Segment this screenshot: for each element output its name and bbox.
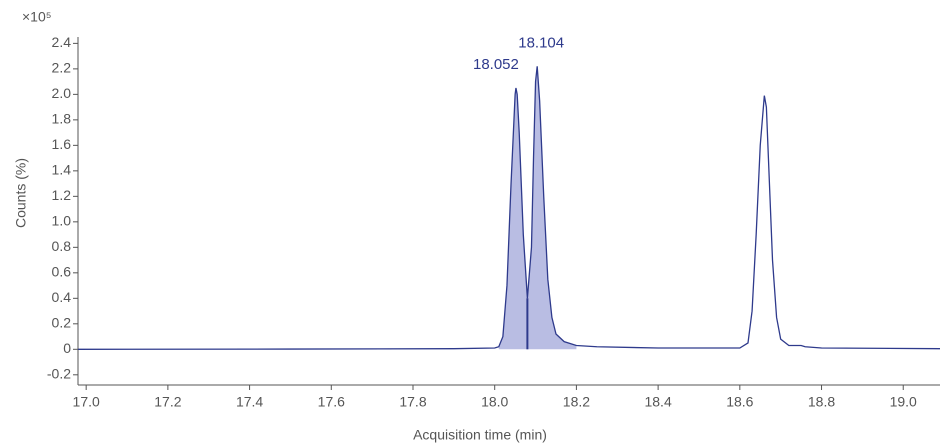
y-tick-label: 1.4	[52, 162, 72, 178]
integrated-area	[498, 66, 577, 350]
x-tick-label: 18.4	[644, 394, 671, 410]
peak-label: 18.052	[473, 56, 519, 73]
x-tick-label: 19.0	[890, 394, 917, 410]
y-tick-label: 0	[63, 340, 71, 356]
x-tick-label: 18.8	[808, 394, 835, 410]
x-tick-label: 18.6	[726, 394, 753, 410]
trace	[77, 66, 940, 350]
y-tick-label: 1.0	[52, 213, 72, 229]
x-tick-label: 18.0	[481, 394, 508, 410]
y-tick-label: 1.2	[52, 187, 72, 203]
y-tick-label: 0.4	[52, 289, 72, 305]
peak-label: 18.104	[518, 34, 564, 51]
y-tick-label: 2.2	[52, 60, 72, 76]
y-tick-label: 1.6	[52, 136, 72, 152]
y-tick-label: 2.0	[52, 85, 72, 101]
y-multiplier: ×10⁵	[22, 9, 52, 25]
x-axis-title: Acquisition time (min)	[413, 427, 547, 443]
y-tick-label: -0.2	[47, 366, 71, 382]
y-axis-title: Counts (%)	[13, 158, 29, 228]
x-tick-label: 17.4	[236, 394, 263, 410]
y-tick-label: 0.6	[52, 264, 72, 280]
y-tick-label: 1.8	[52, 111, 72, 127]
x-tick-label: 18.2	[563, 394, 590, 410]
y-tick-label: 0.2	[52, 315, 72, 331]
y-tick-label: 2.4	[52, 34, 72, 50]
y-tick-label: 0.8	[52, 238, 72, 254]
x-tick-label: 17.2	[154, 394, 181, 410]
x-tick-label: 17.0	[73, 394, 100, 410]
x-tick-label: 17.8	[399, 394, 426, 410]
x-tick-label: 17.6	[318, 394, 345, 410]
